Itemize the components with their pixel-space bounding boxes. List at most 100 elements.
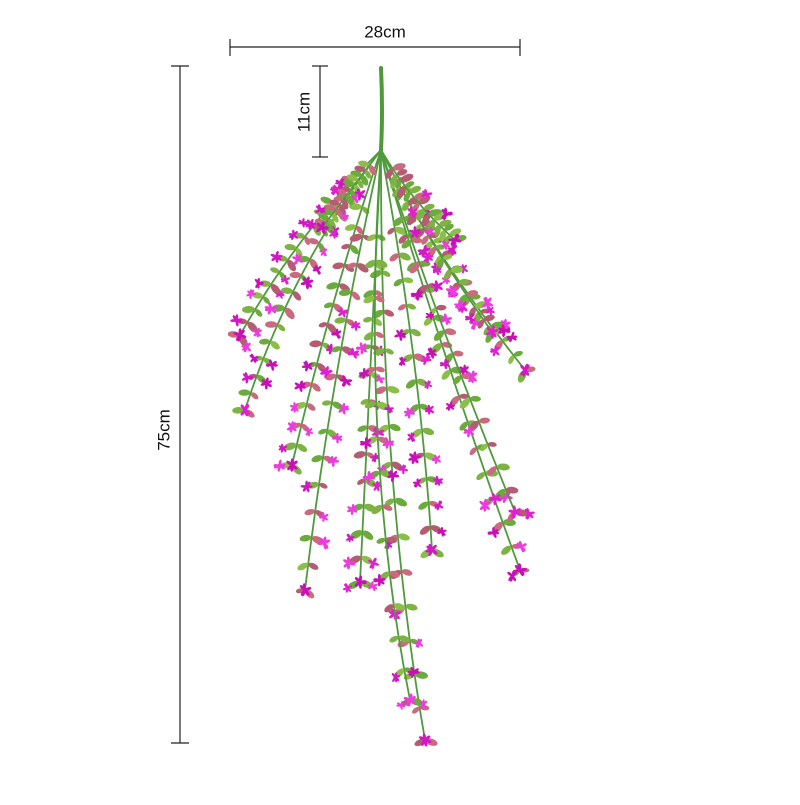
flower — [329, 229, 338, 239]
flower-center — [269, 362, 274, 367]
leaf — [459, 421, 468, 431]
leaf — [416, 378, 428, 387]
leaf — [400, 699, 410, 707]
flower — [294, 380, 306, 392]
flower-center — [517, 567, 523, 573]
flower — [367, 581, 378, 592]
leaf — [357, 425, 368, 432]
flower — [513, 563, 527, 577]
flower-center — [297, 384, 303, 389]
flower — [431, 280, 443, 293]
leaf — [255, 309, 263, 317]
leaf — [283, 442, 297, 451]
leaf — [367, 234, 377, 241]
leaf — [350, 245, 359, 255]
flower — [398, 464, 408, 475]
leaf — [395, 180, 402, 189]
flower-center — [332, 232, 336, 236]
leaf — [332, 262, 345, 270]
branch — [380, 149, 521, 571]
flower-center — [321, 540, 327, 546]
stem-label: 11cm — [294, 92, 313, 132]
flower — [338, 402, 350, 415]
flower — [431, 454, 441, 465]
leaf — [265, 321, 278, 328]
flower — [498, 324, 511, 338]
flower — [305, 427, 314, 437]
flower-center — [291, 233, 296, 237]
flower — [315, 204, 326, 215]
flower — [233, 328, 247, 342]
leaf — [270, 340, 280, 350]
leaf — [442, 254, 453, 260]
leaf — [371, 504, 383, 515]
leaf — [470, 395, 481, 402]
leaf — [449, 396, 460, 407]
leaf — [335, 209, 343, 217]
flower — [487, 526, 500, 539]
leaf — [418, 501, 429, 510]
stem — [379, 66, 384, 152]
flower-center — [427, 229, 432, 234]
leaf — [368, 165, 377, 176]
flower — [327, 455, 340, 467]
leaf — [322, 400, 332, 406]
branch — [380, 149, 433, 551]
leaf — [389, 635, 399, 643]
leaf — [409, 262, 420, 274]
flower — [394, 329, 407, 341]
flower-center — [237, 332, 243, 338]
flower — [350, 320, 361, 331]
flower-center — [393, 675, 397, 680]
leaf — [358, 160, 370, 167]
leaf — [466, 290, 479, 297]
leaf — [281, 287, 293, 294]
leaf — [401, 173, 414, 182]
leaf — [416, 208, 425, 221]
leaf — [421, 214, 430, 226]
flower-center — [444, 211, 449, 217]
leaf — [389, 253, 399, 262]
leaf — [363, 331, 375, 341]
leaf — [385, 348, 394, 355]
flower — [346, 533, 355, 543]
leaf — [468, 420, 479, 432]
flower — [230, 314, 243, 327]
flower-center — [399, 703, 403, 707]
leaf — [401, 569, 413, 576]
flower-center — [512, 509, 518, 515]
flower-center — [371, 584, 375, 589]
flower — [264, 302, 278, 315]
leaf — [398, 234, 408, 244]
flower — [459, 364, 469, 376]
flower — [339, 375, 353, 387]
flower — [240, 403, 251, 417]
leaf — [390, 174, 398, 186]
flower — [332, 432, 343, 444]
flower — [317, 536, 331, 550]
leaf — [487, 441, 497, 447]
leaf — [318, 322, 328, 328]
flower-center — [340, 310, 345, 315]
flower-center — [302, 587, 308, 593]
flower-center — [335, 436, 340, 440]
leaf — [323, 302, 333, 309]
leaf — [344, 224, 356, 231]
leaf — [480, 443, 488, 452]
leaf — [352, 503, 364, 511]
flower — [382, 437, 395, 449]
leaf — [311, 383, 321, 392]
flower-center — [409, 435, 414, 439]
leaf — [418, 196, 430, 205]
flower-center — [307, 430, 311, 434]
flower-center — [417, 641, 421, 645]
flower — [319, 247, 328, 257]
leaf — [329, 199, 340, 206]
flower-center — [398, 332, 403, 337]
flower — [425, 347, 437, 359]
leaf — [363, 295, 375, 304]
leaf — [408, 197, 415, 206]
leaf — [487, 466, 497, 476]
leaf — [452, 375, 462, 385]
